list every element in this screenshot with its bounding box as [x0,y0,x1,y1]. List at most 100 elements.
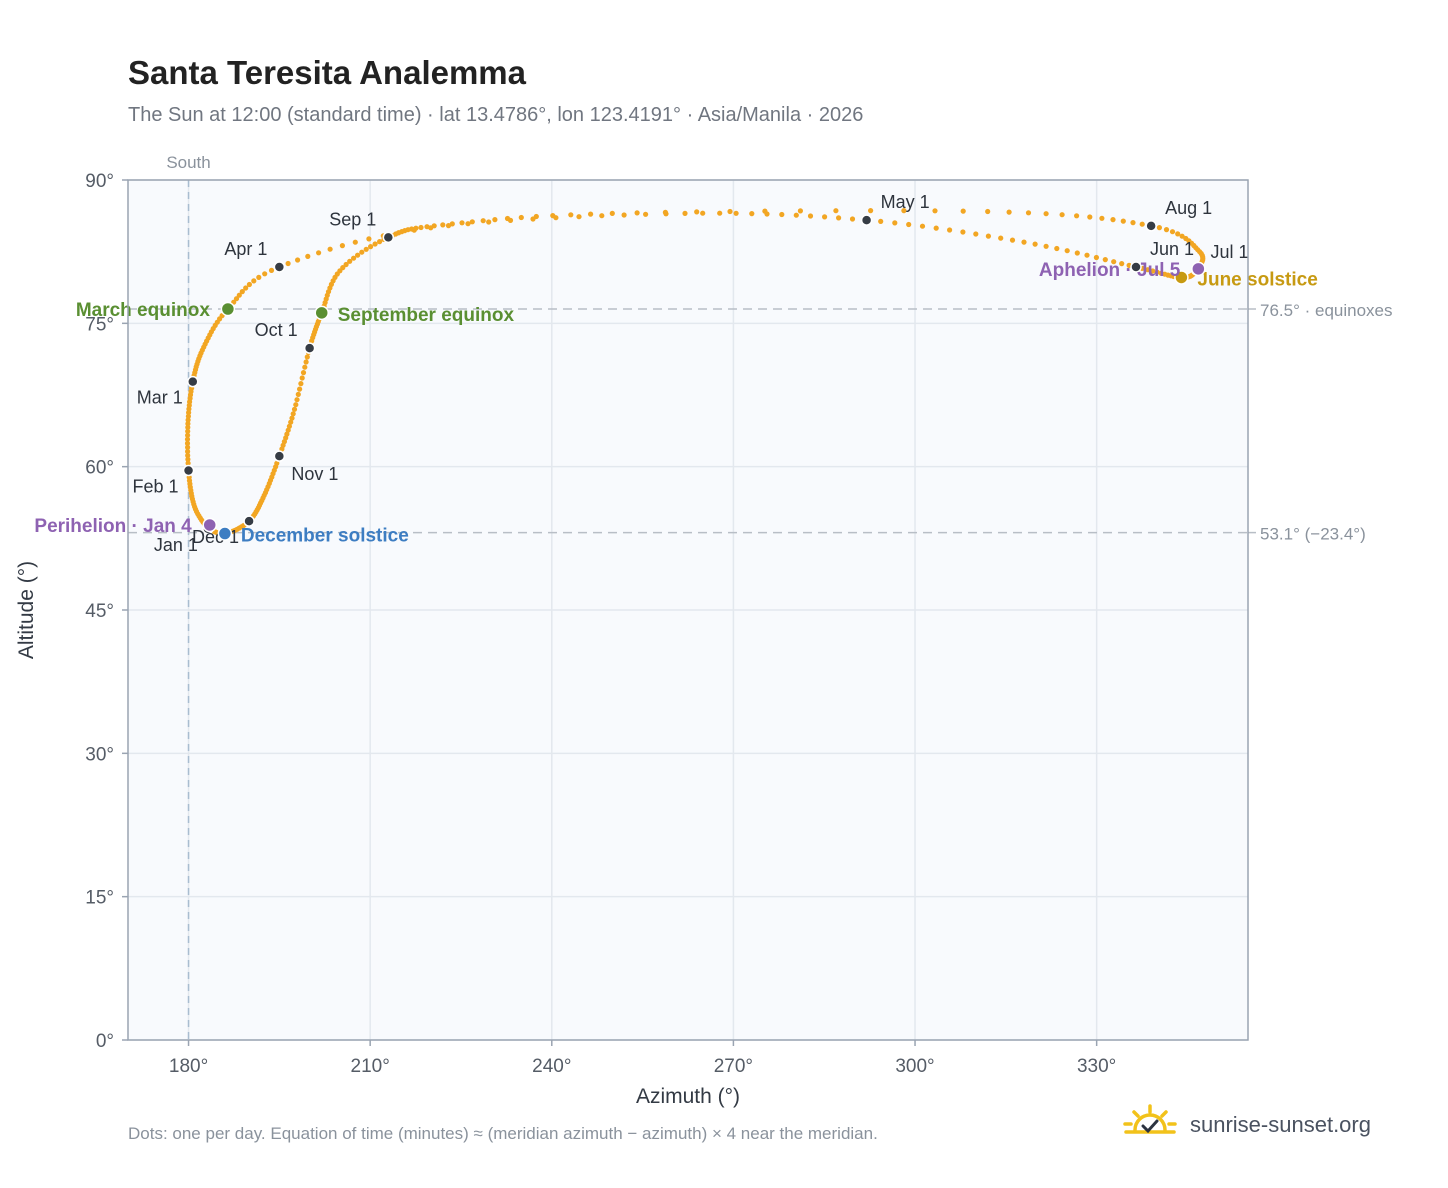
path-dot [868,208,874,214]
y-tick-label: 0° [96,1031,114,1052]
path-dot [184,436,191,442]
path-dot [807,213,814,219]
path-dot [377,239,383,245]
path-dot [1154,269,1160,275]
path-dot [1102,257,1108,263]
path-dot [299,375,305,381]
path-dot [793,212,799,218]
event-marker [217,526,233,541]
path-dot [355,252,361,258]
path-dot [431,223,437,229]
month-marker [860,214,873,226]
path-dot [251,278,257,284]
x-tick-label: 270° [714,1056,753,1077]
path-dot [298,381,304,387]
y-tick-label: 45° [85,601,114,622]
path-dot [327,246,333,252]
path-dot [1120,218,1126,224]
month-label: Nov 1 [291,464,338,484]
chart-title: Santa Teresita Analemma [128,54,526,91]
path-dot [919,223,926,229]
month-label: Aug 1 [1165,198,1212,218]
month-label: Dec 1 [192,527,239,547]
path-dot [352,239,358,245]
path-dot [185,452,191,459]
path-dot [609,210,615,216]
path-dot [1093,254,1099,261]
path-dot [185,424,191,430]
month-marker [303,342,316,354]
path-dot [288,419,294,425]
path-dot [492,217,498,223]
path-dot [233,296,240,302]
path-dot [1032,241,1038,247]
path-dot [363,246,369,252]
y-tick-label: 60° [85,458,114,479]
x-tick-label: 240° [532,1056,571,1077]
path-dot [262,271,268,277]
event-marker [220,301,236,317]
month-label: Apr 1 [224,239,267,259]
path-dot [727,208,733,215]
path-dot [1074,250,1080,256]
path-dot [985,233,992,239]
path-dot [762,208,768,214]
path-dot [892,220,898,226]
x-tick-label: 300° [895,1056,934,1077]
event-marker [202,517,217,533]
month-label: Oct 1 [255,320,298,340]
path-dot [1179,233,1185,239]
path-dot [449,221,455,227]
path-dot [185,417,191,423]
path-dot [368,244,374,250]
path-dot [568,212,574,218]
path-dot [243,285,249,291]
path-dot [960,229,966,235]
event-label: June solstice [1197,269,1317,290]
path-dot [294,397,300,403]
path-dot [1025,210,1032,216]
path-dot [185,432,191,438]
path-dot [1139,221,1145,227]
path-dot [933,225,939,231]
path-dot [682,210,688,216]
path-dot [236,292,242,298]
path-dot [1163,227,1170,233]
path-dot [1150,268,1156,274]
path-dot [643,211,649,217]
brand-logo[interactable]: sunrise-sunset.org [1120,1102,1390,1146]
path-dot [290,411,296,417]
path-dot [297,386,303,392]
path-dot [1110,217,1116,223]
path-dot [302,364,308,370]
path-dot [621,212,627,218]
x-tick-label: 210° [351,1056,390,1077]
event-label: March equinox [76,300,211,321]
path-dot [1119,261,1125,267]
month-label: Sep 1 [329,209,376,229]
meridian-label: South [166,153,210,172]
path-dot [822,214,828,220]
path-dot [733,210,739,216]
path-dot [1084,252,1090,258]
path-dot [1009,237,1016,243]
reference-line-label: 53.1° (−23.4°) [1260,525,1366,544]
path-dot [459,220,465,226]
path-dot [469,219,475,225]
path-dot [1006,209,1012,215]
path-dot [662,209,669,215]
y-axis-title: Altitude (°) [15,561,38,659]
path-dot [1064,248,1070,254]
path-dot [185,428,191,434]
event-label: Perihelion · Jan 4 [34,516,192,537]
path-dot [185,456,191,462]
month-label: May 1 [881,192,930,212]
path-dot [305,253,311,259]
path-dot [634,210,640,216]
month-marker [187,375,199,388]
path-dot [304,354,310,360]
path-dot [960,208,966,214]
y-tick-label: 15° [85,888,114,909]
path-dot [717,210,723,216]
